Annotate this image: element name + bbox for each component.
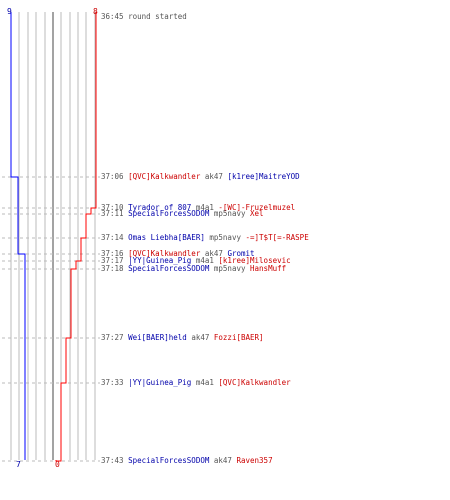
red-end-count: 0 (55, 460, 60, 469)
red-team-alive-line (55, 12, 97, 462)
victim-name: Raven357 (236, 456, 273, 465)
killer-name: Tyrador of 807 (128, 203, 192, 212)
event-time: 37:14 (101, 233, 124, 242)
kill-event-row: 37:10 Tyrador of 807 m4a1 -[WC]-Fruzelmu… (101, 203, 295, 212)
round-start-time: 36:45 (101, 12, 124, 21)
victim-name: Xel (250, 209, 264, 218)
killer-name: SpecialForcesSODOM (128, 264, 210, 273)
weapon-name: ak47 (213, 456, 232, 465)
kill-event-row: 37:06 [QVC]Kalkwandler ak47 [k1ree]Maitr… (101, 172, 300, 181)
weapon-name: m4a1 (195, 378, 214, 387)
killer-name: |YY|Guinea_Pig (128, 256, 192, 265)
weapon-name: mp5navy (209, 233, 241, 242)
weapon-name: ak47 (191, 333, 210, 342)
weapon-name: m4a1 (195, 203, 214, 212)
victim-name: [k1ree]MaitreYOD (227, 172, 300, 181)
victim-name: -[WC]-Fruzelmuzel (218, 203, 296, 212)
killer-name: [QVC]Kalkwandler (128, 172, 201, 181)
red-start-count: 8 (93, 7, 98, 16)
event-time: 37:16 (101, 249, 124, 258)
blue-end-count: 7 (16, 460, 21, 469)
round-start-text: round started (128, 12, 187, 21)
victim-name: -=]T$T[=-RASPE (245, 233, 309, 242)
event-time: 37:11 (101, 209, 124, 218)
weapon-name: m4a1 (195, 256, 214, 265)
blue-start-count: 9 (7, 7, 12, 16)
kill-event-row: 37:43 SpecialForcesSODOM ak47 Raven357 (101, 456, 273, 465)
kill-event-row: 37:27 Wei[BAER]held ak47 Fozzi[BAER] (101, 333, 264, 342)
weapon-name: ak47 (204, 249, 223, 258)
event-time: 37:33 (101, 378, 124, 387)
kill-event-row: 37:18 SpecialForcesSODOM mp5navy HansMuf… (101, 264, 286, 273)
victim-name: [QVC]Kalkwandler (218, 378, 291, 387)
victim-name: Fozzi[BAER] (213, 333, 264, 342)
event-time: 37:27 (101, 333, 124, 342)
killer-name: Wei[BAER]held (128, 333, 187, 342)
victim-name: Gromit (227, 249, 255, 258)
event-time: 37:10 (101, 203, 124, 212)
kill-event-row: 37:14 Omas Liebha[BAER] mp5navy -=]T$T[=… (101, 233, 309, 242)
kill-event-row: 37:16 [QVC]Kalkwandler ak47 Gromit (101, 249, 255, 258)
killer-name: |YY|Guinea_Pig (128, 378, 192, 387)
victim-name: [k1ree]Milosevic (218, 256, 291, 265)
kill-event-row: 37:33 |YY|Guinea_Pig m4a1 [QVC]Kalkwandl… (101, 378, 291, 387)
event-time: 37:06 (101, 172, 124, 181)
weapon-name: mp5navy (213, 264, 246, 273)
event-dash-lines (2, 176, 100, 462)
blue-team-alive-line (10, 12, 26, 460)
killer-name: [QVC]Kalkwandler (128, 249, 201, 258)
killer-name: SpecialForcesSODOM (128, 209, 210, 218)
killer-name: SpecialForcesSODOM (128, 456, 210, 465)
event-time: 37:18 (101, 264, 124, 273)
killer-name: Omas Liebha[BAER] (128, 233, 205, 242)
kill-event-row: 37:11 SpecialForcesSODOM mp5navy Xel (101, 209, 264, 218)
weapon-name: ak47 (204, 172, 223, 181)
event-time: 37:17 (101, 256, 124, 265)
victim-name: HansMuff (250, 264, 287, 273)
player-grid-lines (10, 12, 96, 460)
weapon-name: mp5navy (213, 209, 246, 218)
kill-event-row: 37:17 |YY|Guinea_Pig m4a1 [k1ree]Milosev… (101, 256, 291, 265)
round-start-row: 36:45 round started (101, 12, 187, 21)
event-time: 37:43 (101, 456, 124, 465)
